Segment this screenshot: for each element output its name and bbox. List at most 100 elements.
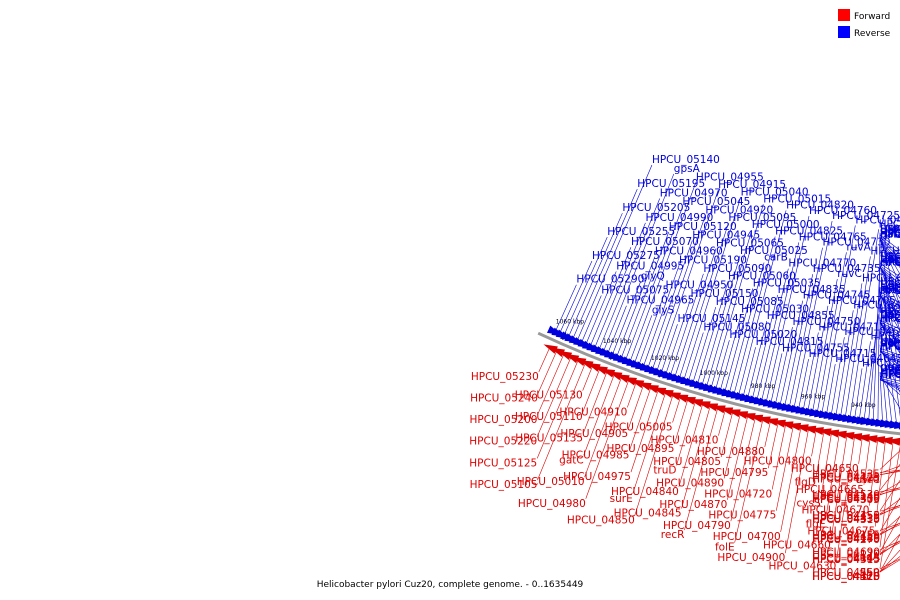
leader-line — [879, 465, 900, 474]
forward-gene-arrow — [673, 394, 689, 403]
reverse-gene-label: HPCU_04570 — [880, 279, 900, 291]
reverse-gene-label: HPCU_05145 — [677, 313, 745, 325]
reverse-gene-label: HPCU_04715 — [809, 348, 877, 360]
leader-line — [788, 247, 823, 409]
leader-line — [756, 268, 789, 402]
leader-line — [584, 376, 623, 478]
reverse-gene-label: HPCU_04465 — [880, 368, 900, 380]
leader-line — [844, 256, 871, 419]
reverse-gene-label: glyQ — [641, 270, 665, 282]
labels-layer: HPCU_05290 HPCU_05275 HPCU_05255 HPCU_05205… — [469, 154, 900, 583]
reverse-gene-label: gpsA — [674, 163, 701, 175]
forward-gene-arrow — [817, 428, 832, 437]
leader-line — [563, 237, 608, 337]
leader-line — [775, 425, 794, 511]
forward-gene-label: HPCU_04315 — [812, 554, 880, 566]
reverse-gene-label: HPCU_04545 — [879, 303, 900, 315]
leader-line — [684, 407, 719, 531]
legend-forward-label: Forward — [854, 12, 890, 22]
forward-gene-label: HPCU_04440 — [812, 533, 880, 545]
leader-line — [879, 323, 900, 346]
legend-reverse-swatch — [838, 26, 850, 38]
reverse-gene-label: speE — [880, 284, 900, 296]
leader-line — [779, 300, 804, 407]
forward-gene-arrow — [696, 401, 711, 410]
leader-line — [630, 389, 659, 473]
forward-gene-arrow — [878, 436, 893, 445]
reverse-gene-label: HPCU_05085 — [716, 296, 784, 308]
reverse-gene-label: HPCU_04750 — [792, 316, 860, 328]
forward-gene-arrow — [863, 435, 878, 443]
forward-gene-label: HPCU_04145 — [812, 552, 880, 564]
leader-line — [718, 409, 726, 436]
reverse-gene-label: HPCU_04635 — [853, 299, 900, 311]
leader-line — [793, 220, 833, 410]
leader-line — [826, 364, 836, 416]
leader-line — [537, 362, 586, 481]
forward-gene-label: HPCU_04660 — [763, 540, 831, 552]
leader-line — [583, 373, 615, 456]
reverse-gene-label: HPCU_04495 — [880, 366, 900, 378]
forward-gene-label: HPCU_04305 — [812, 494, 880, 506]
forward-gene-label: HPCU_04310 — [812, 514, 880, 526]
forward-gene-label: HPCU_04880 — [697, 446, 765, 458]
reverse-gene-label: HPCU_04835 — [778, 284, 846, 296]
forward-gene-label: HPCU_04430 — [812, 493, 880, 505]
leader-line — [858, 437, 863, 464]
reverse-gene-label: ruvA — [846, 241, 871, 253]
leader-line — [733, 236, 776, 396]
leader-line — [830, 434, 848, 541]
leader-line — [678, 222, 729, 380]
reverse-gene-label: HPCU_04160 — [880, 226, 900, 238]
reverse-gene-label: HPCU_04245 — [880, 369, 900, 381]
reverse-gene-label: HPCU_04590 — [880, 334, 900, 346]
forward-gene-arrow — [659, 389, 674, 398]
forward-gene-label: HPCU_05220 — [469, 436, 537, 448]
forward-gene-label: flgD — [795, 476, 816, 488]
leader-line — [751, 294, 778, 400]
reverse-gene-label: HPCU_04385 — [880, 341, 900, 353]
forward-gene-label: HPCU_04140 — [812, 491, 880, 503]
legend-reverse-label: Reverse — [854, 29, 891, 39]
reverse-gene-label: moaC — [880, 284, 900, 296]
forward-gene-arrow — [622, 377, 637, 386]
leader-line — [674, 398, 689, 445]
forward-gene-label: HPCU_04800 — [744, 455, 812, 467]
leader-line — [764, 420, 771, 448]
forward-gene-label: engA — [853, 551, 881, 563]
forward-gene-label: HPCU_04905 — [560, 428, 628, 440]
forward-gene-arrow — [651, 387, 667, 396]
forward-gene-label: HPCU_04795 — [700, 467, 768, 479]
forward-gene-arrow — [688, 399, 704, 407]
leader-line — [723, 413, 741, 479]
tick-label: 960 kbp — [801, 394, 826, 401]
leader-line — [872, 259, 881, 423]
reverse-gene-label: HPCU_04255 — [880, 257, 900, 269]
reverse-gene-label: thiE — [880, 309, 900, 321]
reverse-gene-label: HPCU_04965 — [626, 295, 694, 307]
forward-gene-label: HPCU_04870 — [659, 499, 727, 511]
legend: Forward Reverse — [838, 9, 891, 39]
forward-gene-label: HPCU_05200 — [470, 414, 538, 426]
leader-line — [815, 431, 825, 478]
leader-line — [633, 315, 653, 365]
leader-line — [567, 213, 623, 338]
reverse-gene-label: HPCU_04945 — [692, 230, 760, 242]
forward-gene-label: gatC — [559, 454, 584, 466]
forward-gene-arrow — [600, 368, 616, 378]
forward-gene-label: HPCU_04790 — [663, 520, 731, 532]
leader-line — [660, 324, 678, 374]
leader-line — [879, 292, 900, 354]
forward-gene-arrow — [593, 365, 608, 375]
leader-line — [869, 439, 879, 506]
forward-gene-arrow — [748, 414, 764, 423]
leader-line — [879, 295, 900, 323]
leader-line — [598, 198, 661, 351]
leader-line — [629, 182, 697, 363]
leader-line — [820, 432, 832, 499]
legend-forward-swatch — [838, 9, 850, 21]
reverse-gene-label: HPCU_04475 — [880, 283, 900, 295]
reverse-gene-label: HPCU_04410 — [880, 312, 900, 324]
forward-gene-arrow — [586, 362, 601, 372]
reverse-gene-label: HPCU_05290 — [576, 274, 644, 286]
